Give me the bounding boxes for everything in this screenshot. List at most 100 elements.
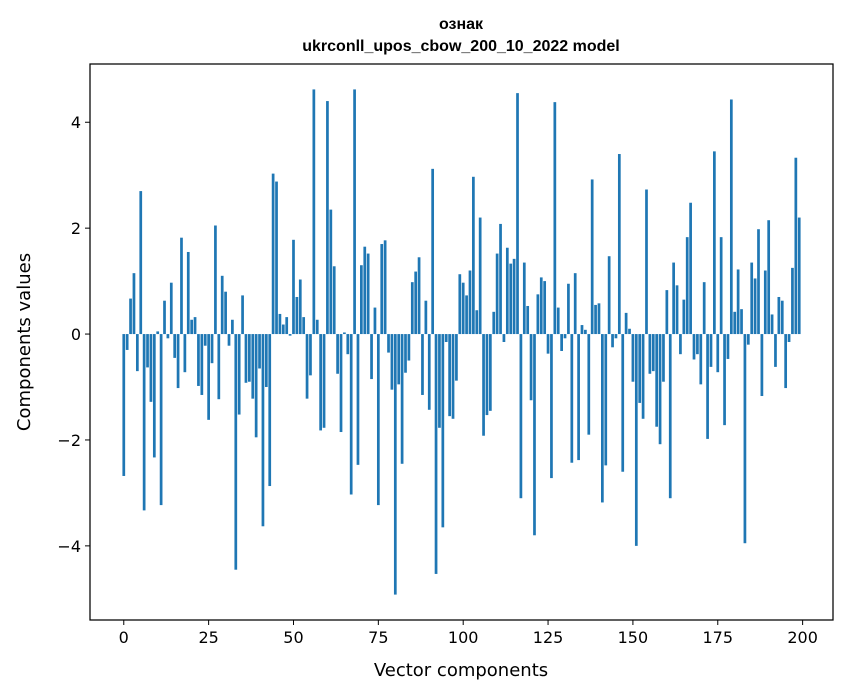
bar (186, 251, 190, 335)
bar (407, 334, 411, 361)
bar (343, 332, 346, 335)
bar (319, 334, 322, 431)
bar (200, 334, 204, 395)
bar (587, 334, 591, 435)
plot-frame (89, 63, 834, 621)
bar (604, 334, 608, 466)
bar (135, 334, 139, 372)
bar (553, 102, 557, 335)
bar (584, 329, 587, 335)
bar (312, 89, 316, 335)
bar (332, 266, 336, 335)
bar (275, 181, 278, 335)
x-tick-label: 125 (533, 628, 564, 647)
bar (563, 334, 567, 339)
bar (502, 334, 506, 342)
bar (763, 270, 767, 335)
bar (492, 311, 496, 335)
bar (264, 334, 268, 388)
bar (573, 273, 577, 335)
bar (424, 300, 428, 335)
bar (638, 334, 642, 403)
bar (370, 334, 373, 380)
bar (451, 334, 455, 419)
bar (590, 179, 594, 335)
bar (383, 240, 387, 335)
bar (356, 334, 360, 465)
bar (777, 296, 781, 335)
bar (421, 334, 424, 395)
bar (713, 151, 716, 335)
bar (546, 334, 550, 354)
bar (519, 334, 523, 499)
bar (628, 328, 631, 335)
bar (288, 334, 292, 336)
bar (797, 217, 801, 335)
bar (431, 168, 435, 335)
bar (624, 312, 628, 335)
chart-title: ознак (439, 16, 484, 33)
bar (760, 334, 764, 397)
bar (149, 334, 153, 402)
bar (410, 282, 414, 335)
bar (611, 334, 614, 348)
bar-series (122, 89, 801, 595)
bar (723, 334, 726, 426)
bar (142, 334, 146, 511)
bar (404, 334, 407, 373)
x-tick-label: 25 (198, 628, 218, 647)
bar (753, 278, 757, 335)
y-axis: −4 −2 0 2 4 (57, 113, 90, 556)
bar (427, 334, 431, 410)
bar (485, 334, 489, 416)
bar (268, 334, 272, 487)
x-axis: 0 25 50 75 100 125 150 175 200 (119, 620, 818, 647)
bar (689, 202, 692, 335)
bar (570, 334, 574, 463)
bar (173, 334, 177, 358)
bar (455, 334, 458, 381)
bar (495, 253, 499, 335)
bar (387, 334, 390, 353)
bar (516, 93, 519, 335)
bar (241, 295, 244, 335)
bar (322, 334, 326, 428)
bar (529, 334, 533, 401)
x-tick-label: 100 (448, 628, 479, 647)
bar (550, 334, 553, 479)
bar (770, 314, 774, 335)
bar (146, 334, 149, 368)
bar (180, 237, 183, 335)
x-tick-label: 175 (702, 628, 733, 647)
bar (139, 191, 143, 335)
bar (254, 334, 258, 438)
bar (258, 334, 261, 369)
bar (472, 176, 475, 335)
bar (567, 283, 570, 335)
bar (152, 334, 156, 458)
bar (444, 334, 448, 342)
bar (791, 267, 794, 335)
y-tick-label: −2 (57, 431, 81, 450)
bar (434, 334, 438, 574)
bar (794, 157, 798, 335)
y-tick-label: 2 (71, 219, 81, 238)
bar (580, 325, 584, 335)
bar (360, 265, 363, 335)
bar (536, 294, 540, 335)
x-tick-label: 50 (283, 628, 303, 647)
bar (132, 273, 136, 335)
bar (716, 334, 720, 373)
bar (366, 253, 370, 335)
bar (285, 317, 289, 335)
y-tick-label: −4 (57, 537, 81, 556)
bar (234, 334, 238, 570)
bar (617, 154, 621, 335)
bar (658, 334, 662, 445)
y-tick-label: 4 (71, 113, 81, 132)
bar (784, 334, 788, 389)
bar (767, 220, 771, 335)
bar (465, 295, 468, 335)
